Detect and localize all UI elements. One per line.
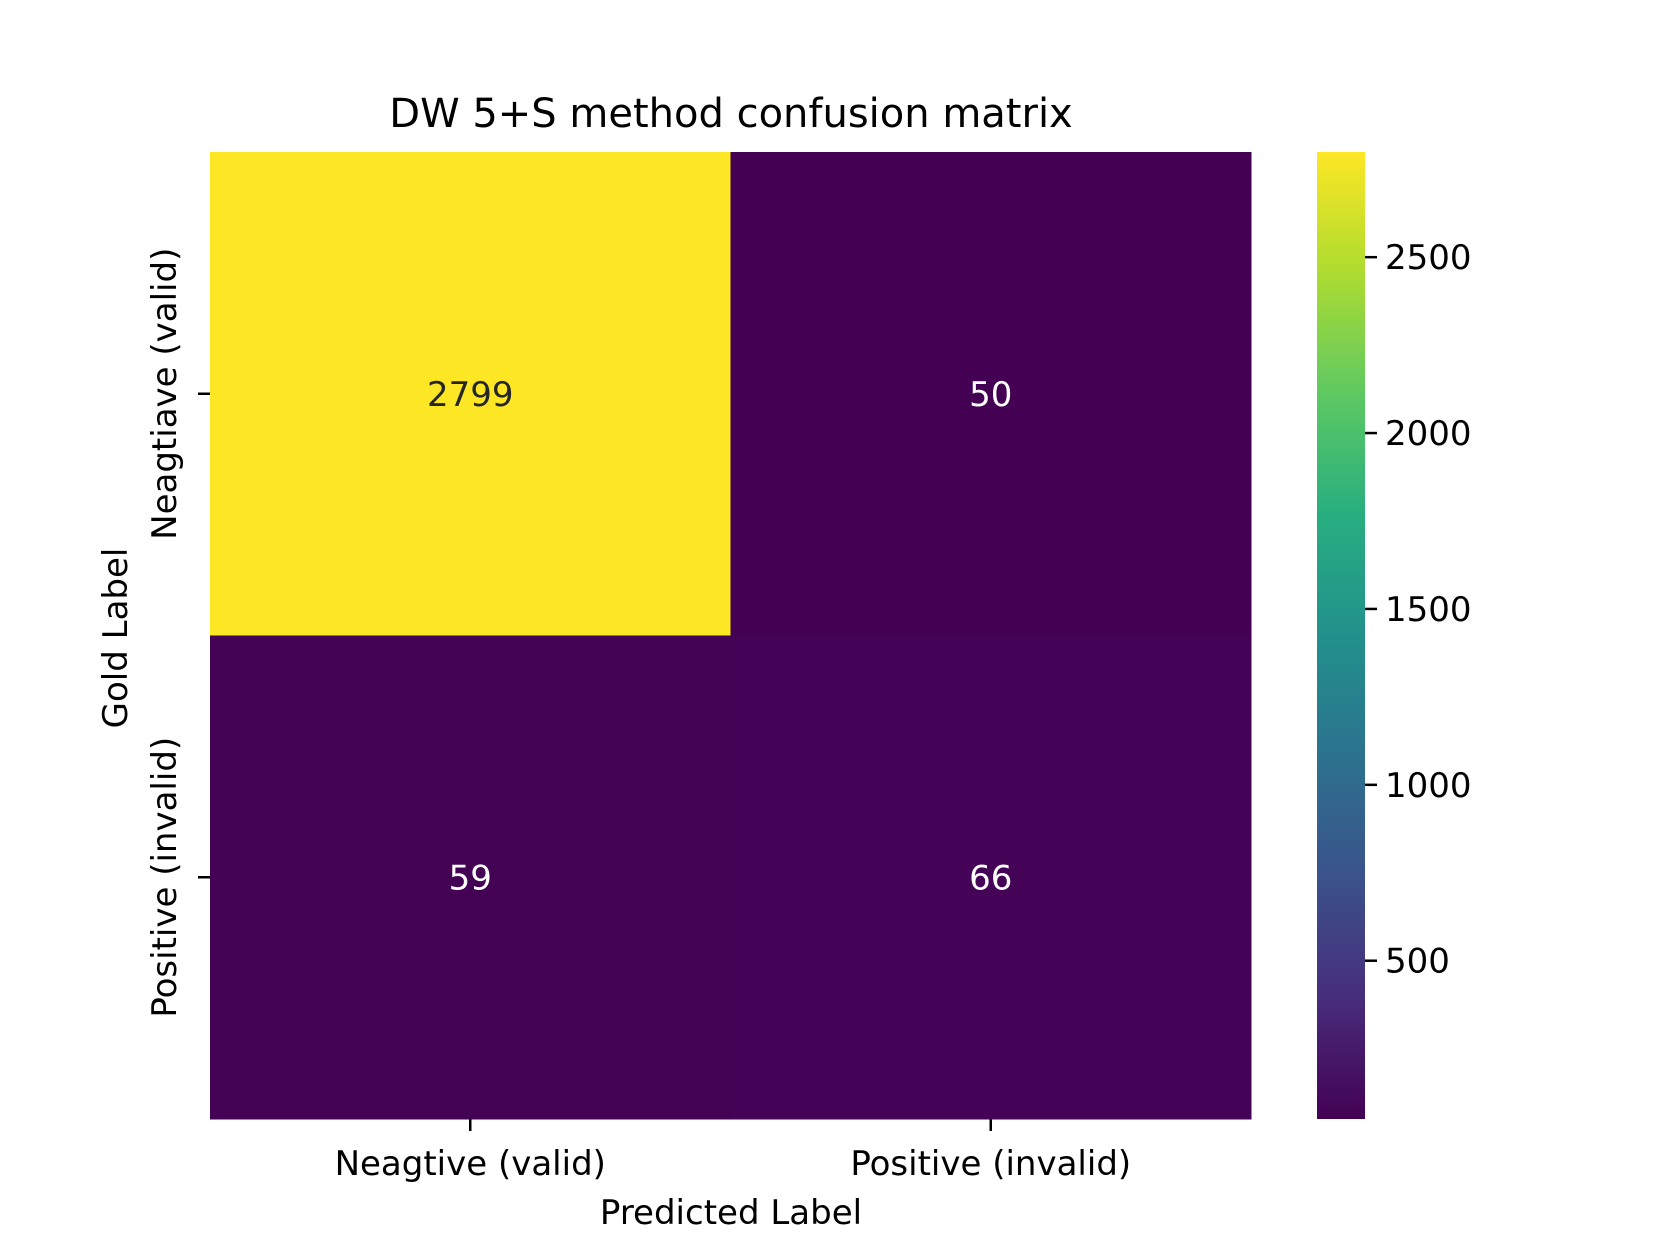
- heatmap-cells: [210, 152, 1252, 1120]
- cell-value-label: 2799: [427, 375, 514, 415]
- y-axis-label: Gold Label: [96, 548, 136, 729]
- y-axis: Neagtiave (valid) Positive (invalid): [145, 248, 210, 1018]
- chart-title: DW 5+S method confusion matrix: [389, 91, 1072, 137]
- heatmap-cell: [210, 152, 731, 636]
- y-tick-label: Neagtiave (valid): [145, 248, 185, 540]
- colorbar-tick-label: 500: [1385, 942, 1450, 982]
- colorbar: [1317, 152, 1365, 1119]
- colorbar-tick-label: 1500: [1385, 590, 1472, 630]
- y-tick-label: Positive (invalid): [145, 737, 185, 1018]
- x-axis-label: Predicted Label: [600, 1193, 862, 1233]
- x-tick-label: Neagtive (valid): [335, 1144, 606, 1184]
- heatmap-cell: [210, 635, 731, 1120]
- colorbar-tick-label: 2500: [1385, 238, 1472, 278]
- cell-annotations: 2799 50 59 66: [427, 375, 1012, 899]
- colorbar-tick-label: 1000: [1385, 766, 1472, 806]
- cell-value-label: 66: [969, 858, 1012, 898]
- cell-value-label: 50: [969, 375, 1012, 415]
- heatmap-cell: [730, 152, 1252, 636]
- heatmap-cell: [730, 635, 1252, 1120]
- x-tick-label: Positive (invalid): [850, 1144, 1131, 1184]
- colorbar-tick-label: 2000: [1385, 414, 1472, 454]
- colorbar-axis: 500 1000 1500 2000 2500: [1365, 238, 1472, 982]
- x-axis: Neagtive (valid) Positive (invalid): [335, 1119, 1131, 1184]
- cell-value-label: 59: [449, 858, 492, 898]
